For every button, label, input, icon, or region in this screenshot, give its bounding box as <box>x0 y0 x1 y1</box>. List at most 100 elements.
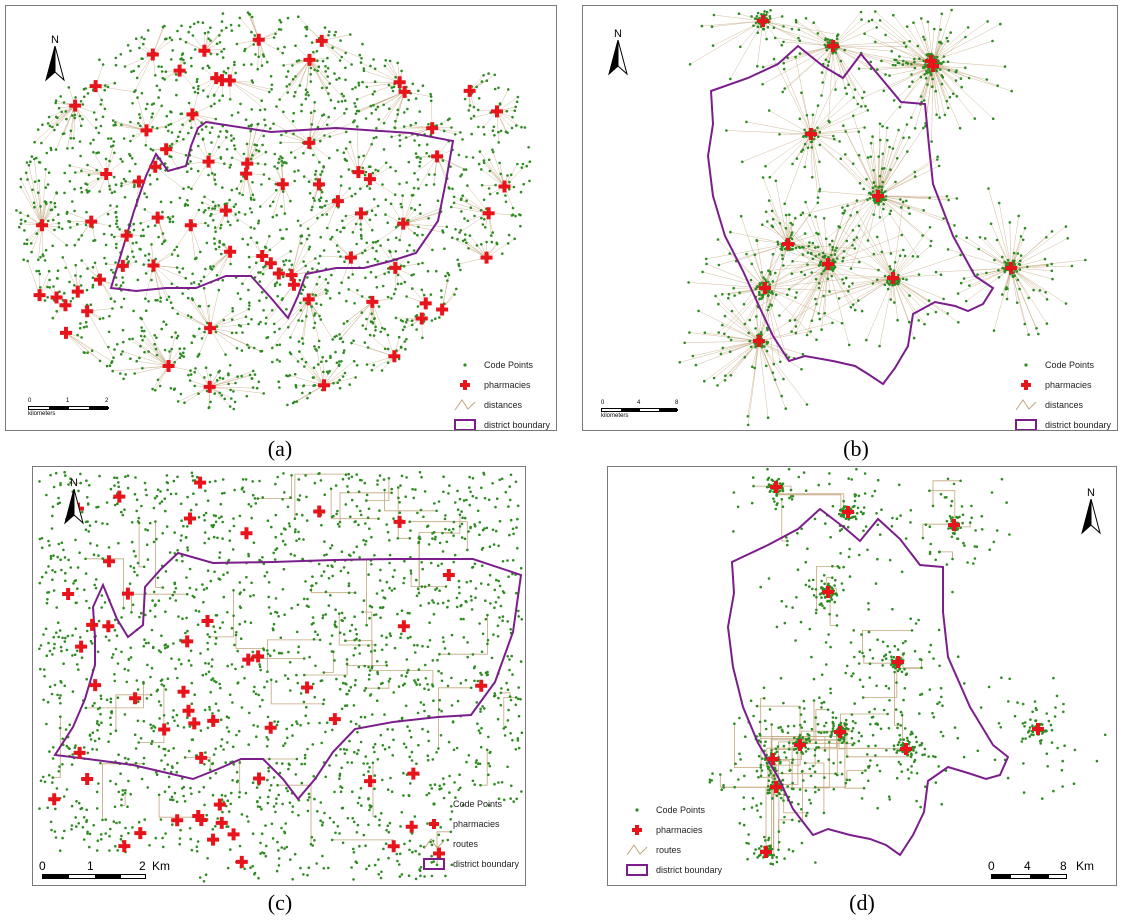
code-point <box>206 95 210 98</box>
code-point <box>37 179 41 182</box>
distance-line <box>41 225 67 246</box>
distance-line <box>764 273 822 289</box>
code-point <box>91 276 95 280</box>
code-point <box>383 64 387 68</box>
code-point <box>108 159 111 163</box>
code-point <box>485 240 488 244</box>
code-point <box>394 236 398 240</box>
code-point <box>94 126 98 130</box>
code-point <box>375 286 379 289</box>
distance-line <box>273 123 310 144</box>
code-point <box>285 85 289 88</box>
code-point <box>344 214 348 218</box>
code-point <box>189 373 193 376</box>
code-point <box>341 340 345 344</box>
distance-line <box>892 255 906 279</box>
distance-line <box>65 332 85 353</box>
code-point <box>525 164 528 168</box>
code-point <box>119 157 122 161</box>
code-point <box>99 124 103 128</box>
code-point <box>153 334 156 337</box>
code-point <box>493 87 497 91</box>
code-point <box>214 330 218 334</box>
distance-line <box>441 294 455 310</box>
code-point <box>202 286 206 290</box>
code-point <box>937 60 940 63</box>
distance-line <box>930 40 993 62</box>
code-point <box>376 105 380 109</box>
code-point <box>238 16 242 20</box>
distance-line <box>65 332 113 362</box>
distance-line <box>850 195 879 269</box>
distance-line <box>136 54 154 79</box>
code-point <box>820 328 823 331</box>
code-point <box>193 257 197 261</box>
code-point <box>421 233 424 237</box>
pharmacy-marker <box>431 150 444 163</box>
distance-line <box>373 91 405 106</box>
distance-line <box>832 27 877 47</box>
distance-line <box>270 251 291 264</box>
code-point <box>307 247 311 251</box>
code-point <box>852 96 855 99</box>
code-point <box>209 400 212 404</box>
code-point <box>801 148 805 152</box>
code-point <box>410 323 414 327</box>
code-point <box>301 288 305 292</box>
distance-line <box>726 130 812 135</box>
distance-line <box>321 40 341 61</box>
code-point <box>53 128 56 132</box>
code-point <box>343 260 346 263</box>
code-point <box>340 360 343 363</box>
distance-line <box>385 60 400 83</box>
code-point <box>207 173 210 177</box>
distance-line <box>784 133 812 204</box>
code-point <box>113 151 116 155</box>
code-point <box>146 29 150 32</box>
code-point <box>225 136 228 139</box>
code-point <box>788 288 791 291</box>
distance-line <box>265 284 295 324</box>
code-point <box>847 343 851 347</box>
code-point <box>101 317 105 320</box>
code-point <box>74 274 77 277</box>
code-point <box>169 301 173 304</box>
code-point <box>790 272 794 276</box>
code-point <box>477 162 481 166</box>
code-point <box>234 71 237 75</box>
distance-line <box>810 75 840 135</box>
pharmacy-marker <box>50 291 63 304</box>
distance-line <box>827 193 870 265</box>
distance-line <box>339 301 373 335</box>
code-point <box>230 156 234 160</box>
code-point <box>484 226 487 229</box>
code-point <box>89 303 93 307</box>
distance-line <box>65 332 101 362</box>
code-point <box>257 271 260 274</box>
code-point <box>237 24 241 27</box>
code-point <box>774 271 777 275</box>
code-point <box>368 296 371 299</box>
code-point <box>204 221 207 225</box>
code-point <box>379 330 383 334</box>
code-point <box>426 269 430 273</box>
code-point <box>175 336 179 340</box>
scale-tick: 2 <box>105 398 109 404</box>
code-point <box>499 129 503 133</box>
code-point <box>278 386 281 389</box>
code-point <box>179 112 182 116</box>
code-point <box>389 202 393 206</box>
code-point <box>866 198 869 201</box>
code-point <box>280 298 284 302</box>
code-point <box>101 115 105 119</box>
code-point <box>795 291 798 294</box>
code-point <box>878 122 882 125</box>
distance-line <box>153 265 178 288</box>
code-point <box>19 211 22 214</box>
code-point <box>26 259 30 263</box>
code-point <box>920 100 923 104</box>
code-point <box>169 200 173 204</box>
code-point <box>373 80 377 83</box>
code-point <box>478 150 482 153</box>
code-point <box>111 271 115 274</box>
